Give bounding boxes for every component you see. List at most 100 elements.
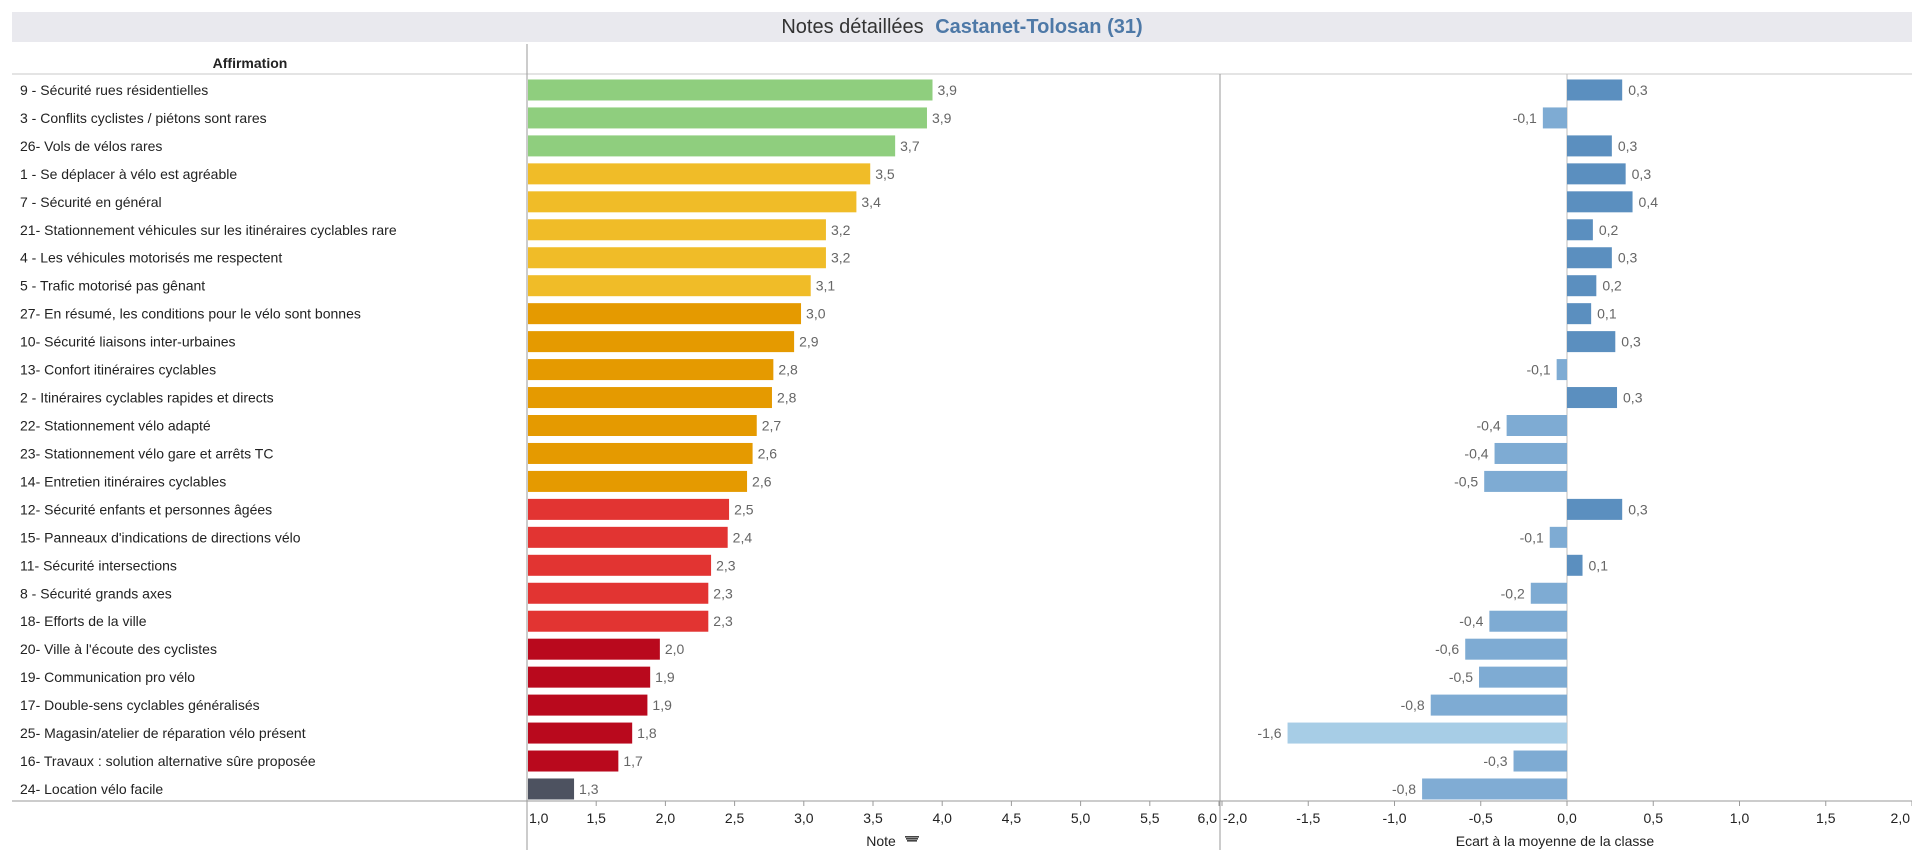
note-bar[interactable] <box>528 610 709 632</box>
ecart-bar[interactable] <box>1549 526 1567 548</box>
ecart-bar[interactable] <box>1567 275 1597 297</box>
note-bar[interactable] <box>528 163 871 185</box>
note-bar[interactable] <box>528 722 633 744</box>
ecart-tick-label: 0,5 <box>1644 810 1664 826</box>
chart-title-city[interactable]: Castanet-Tolosan (31) <box>935 16 1143 38</box>
table-row[interactable]: 7 - Sécurité en général 3,4 0,4 <box>20 191 1658 213</box>
ecart-bar[interactable] <box>1494 442 1567 464</box>
table-row[interactable]: 16- Travaux : solution alternative sûre … <box>20 750 1567 772</box>
note-bar[interactable] <box>528 526 728 548</box>
ecart-value-label: 0,3 <box>1618 138 1638 154</box>
table-row[interactable]: 27- En résumé, les conditions pour le vé… <box>20 303 1617 325</box>
table-row[interactable]: 13- Confort itinéraires cyclables 2,8 -0,1 <box>20 359 1567 381</box>
table-row[interactable]: 2 - Itinéraires cyclables rapides et dir… <box>20 387 1643 409</box>
note-value-label: 3,9 <box>938 82 958 98</box>
row-label: 12- Sécurité enfants et personnes âgées <box>20 501 272 517</box>
note-bar[interactable] <box>528 247 826 269</box>
note-bar[interactable] <box>528 359 774 381</box>
note-bar[interactable] <box>528 135 896 157</box>
note-bar[interactable] <box>528 442 753 464</box>
ecart-axis-title: Ecart à la moyenne de la classe <box>1456 833 1655 849</box>
table-row[interactable]: 5 - Trafic motorisé pas gênant 3,1 0,2 <box>20 275 1622 297</box>
note-bar[interactable] <box>528 331 795 353</box>
ecart-value-label: -0,4 <box>1477 418 1501 434</box>
note-bar[interactable] <box>528 191 857 213</box>
ecart-bar[interactable] <box>1489 610 1567 632</box>
ecart-bar[interactable] <box>1567 219 1593 241</box>
note-bar[interactable] <box>528 554 712 576</box>
ecart-bar[interactable] <box>1567 554 1583 576</box>
table-row[interactable]: 8 - Sécurité grands axes 2,3 -0,2 <box>20 582 1567 604</box>
ecart-bar[interactable] <box>1530 582 1567 604</box>
table-row[interactable]: 18- Efforts de la ville 2,3 -0,4 <box>20 610 1567 632</box>
ecart-bar[interactable] <box>1567 79 1623 101</box>
ecart-value-label: -1,6 <box>1257 725 1281 741</box>
ecart-bar[interactable] <box>1422 778 1567 800</box>
note-bar[interactable] <box>528 470 748 492</box>
ecart-bar[interactable] <box>1430 694 1567 716</box>
sort-icon[interactable] <box>905 836 919 842</box>
ecart-bar[interactable] <box>1567 387 1618 409</box>
row-label: 21- Stationnement véhicules sur les itin… <box>20 222 397 238</box>
ecart-value-label: 0,1 <box>1597 306 1617 322</box>
note-value-label: 2,8 <box>778 362 798 378</box>
ecart-bar[interactable] <box>1506 415 1567 436</box>
ecart-bar[interactable] <box>1567 498 1623 520</box>
ecart-bar[interactable] <box>1484 470 1567 492</box>
note-bar[interactable] <box>528 79 933 101</box>
note-bar[interactable] <box>528 415 757 436</box>
note-bar[interactable] <box>528 582 709 604</box>
ecart-bar[interactable] <box>1567 331 1616 353</box>
note-value-label: 2,3 <box>716 557 736 573</box>
row-label: 11- Sécurité intersections <box>20 557 177 573</box>
note-bar[interactable] <box>528 275 811 297</box>
ecart-bar[interactable] <box>1542 107 1567 129</box>
note-bar[interactable] <box>528 778 575 800</box>
note-bar[interactable] <box>528 498 730 520</box>
table-row[interactable]: 15- Panneaux d'indications de directions… <box>20 526 1567 548</box>
ecart-bar[interactable] <box>1567 163 1626 185</box>
table-row[interactable]: 4 - Les véhicules motorisés me respecten… <box>20 247 1638 269</box>
table-row[interactable]: 3 - Conflits cyclistes / piétons sont ra… <box>20 107 1567 129</box>
table-row[interactable]: 26- Vols de vélos rares 3,7 0,3 <box>20 135 1638 157</box>
table-row[interactable]: 24- Location vélo facile 1,3 -0,8 <box>20 778 1567 800</box>
ecart-bar[interactable] <box>1567 303 1592 325</box>
ecart-tick-label: -1,5 <box>1296 810 1320 826</box>
ecart-bar[interactable] <box>1465 638 1567 660</box>
ecart-value-label: -0,1 <box>1527 362 1551 378</box>
table-row[interactable]: 23- Stationnement vélo gare et arrêts TC… <box>20 442 1567 464</box>
ecart-bar[interactable] <box>1479 666 1567 688</box>
table-row[interactable]: 17- Double-sens cyclables généralisés 1,9… <box>20 694 1567 716</box>
table-row[interactable]: 12- Sécurité enfants et personnes âgées 2… <box>20 498 1648 520</box>
ecart-bar[interactable] <box>1287 722 1567 744</box>
table-row[interactable]: 19- Communication pro vélo 1,9 -0,5 <box>20 666 1567 688</box>
ecart-bar[interactable] <box>1567 247 1612 269</box>
ecart-bar[interactable] <box>1567 135 1612 157</box>
table-row[interactable]: 22- Stationnement vélo adapté 2,7 -0,4 <box>20 415 1567 436</box>
note-bar[interactable] <box>528 638 660 660</box>
table-row[interactable]: 10- Sécurité liaisons inter-urbaines 2,9 0… <box>20 331 1641 353</box>
table-row[interactable]: 1 - Se déplacer à vélo est agréable 3,5 0,… <box>20 163 1651 185</box>
row-label: 26- Vols de vélos rares <box>20 138 162 154</box>
note-value-label: 2,4 <box>733 529 753 545</box>
note-value-label: 3,2 <box>831 250 851 266</box>
table-row[interactable]: 20- Ville à l'écoute des cyclistes 2,0 -0,… <box>20 638 1567 660</box>
note-bar[interactable] <box>528 303 802 325</box>
note-bar[interactable] <box>528 750 619 772</box>
ecart-bar[interactable] <box>1513 750 1567 772</box>
note-bar[interactable] <box>528 666 651 688</box>
note-bar[interactable] <box>528 694 648 716</box>
note-bar[interactable] <box>528 219 826 241</box>
table-row[interactable]: 9 - Sécurité rues résidentielles 3,9 0,3 <box>20 79 1648 101</box>
ecart-bar[interactable] <box>1556 359 1567 381</box>
table-row[interactable]: 14- Entretien itinéraires cyclables 2,6 -0… <box>20 470 1567 492</box>
note-bar[interactable] <box>528 107 927 129</box>
note-axis: 1,0 1,5 2,0 2,5 3,0 3,5 4,0 4,5 5,0 5,5 6,0 Note <box>526 801 1220 849</box>
table-row[interactable]: 25- Magasin/atelier de réparation vélo p… <box>20 722 1567 744</box>
table-row[interactable]: 11- Sécurité intersections 2,3 0,1 <box>20 554 1608 576</box>
row-label: 23- Stationnement vélo gare et arrêts TC <box>20 445 273 461</box>
table-row[interactable]: 21- Stationnement véhicules sur les itin… <box>20 219 1619 241</box>
note-bar[interactable] <box>528 387 772 409</box>
note-tick-label: 4,0 <box>932 810 952 826</box>
ecart-bar[interactable] <box>1567 191 1633 213</box>
